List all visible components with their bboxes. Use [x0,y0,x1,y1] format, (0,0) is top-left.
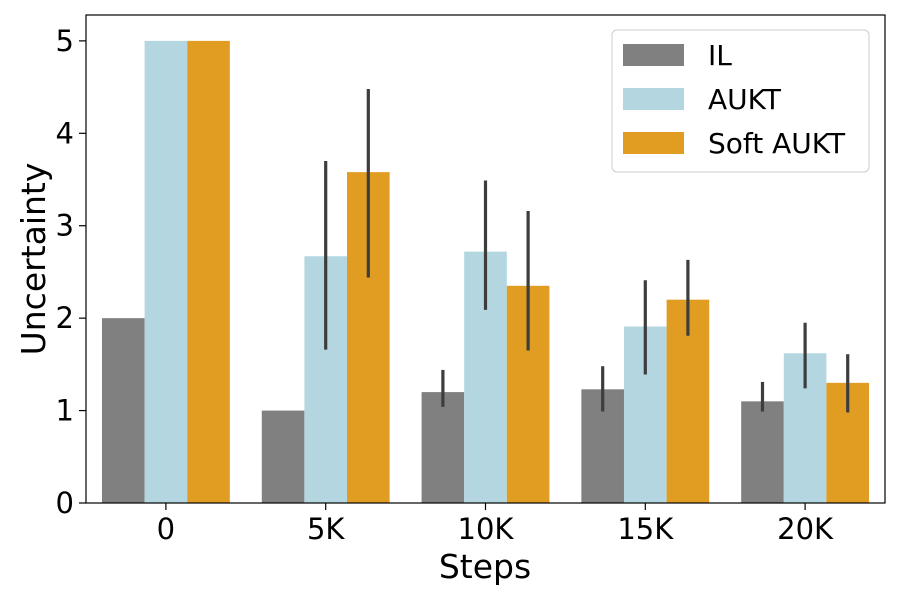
legend: IL AUKT Soft AUKT [611,29,870,173]
x-axis-ticks: 0 5K 10K 15K 20K [157,503,834,546]
bar-aukt-0 [144,40,188,503]
bar-soft-aukt-0 [187,40,230,503]
y-axis-ticks: 0 1 2 3 4 5 [56,24,86,520]
bar-il-20k [741,401,784,503]
legend-swatch-aukt [623,88,684,110]
x-tick-label-20k: 20K [777,512,834,546]
y-tick-label-0: 0 [56,486,74,520]
bars-layer [101,40,870,503]
legend-label-aukt: AUKT [708,83,782,116]
legend-swatch-il [623,44,684,66]
bar-il-0 [101,318,145,503]
x-tick-label-0: 0 [157,512,175,546]
bar-il-10k [421,392,465,503]
x-tick-label-10k: 10K [458,512,515,546]
legend-label-soft-aukt: Soft AUKT [708,127,846,160]
x-tick-label-5k: 5K [307,512,345,546]
legend-label-il: IL [708,39,732,72]
y-tick-label-2: 2 [56,301,74,335]
y-axis-label: Uncertainty [14,163,53,356]
legend-swatch-soft-aukt [623,132,684,154]
x-tick-label-15k: 15K [617,512,674,546]
x-axis-label: Steps [439,547,531,586]
y-tick-label-5: 5 [56,24,74,58]
error-bars-layer [324,88,850,413]
y-tick-label-1: 1 [56,394,74,428]
y-tick-label-4: 4 [56,116,74,150]
bar-il-5k [261,410,305,503]
y-tick-label-3: 3 [56,209,74,243]
